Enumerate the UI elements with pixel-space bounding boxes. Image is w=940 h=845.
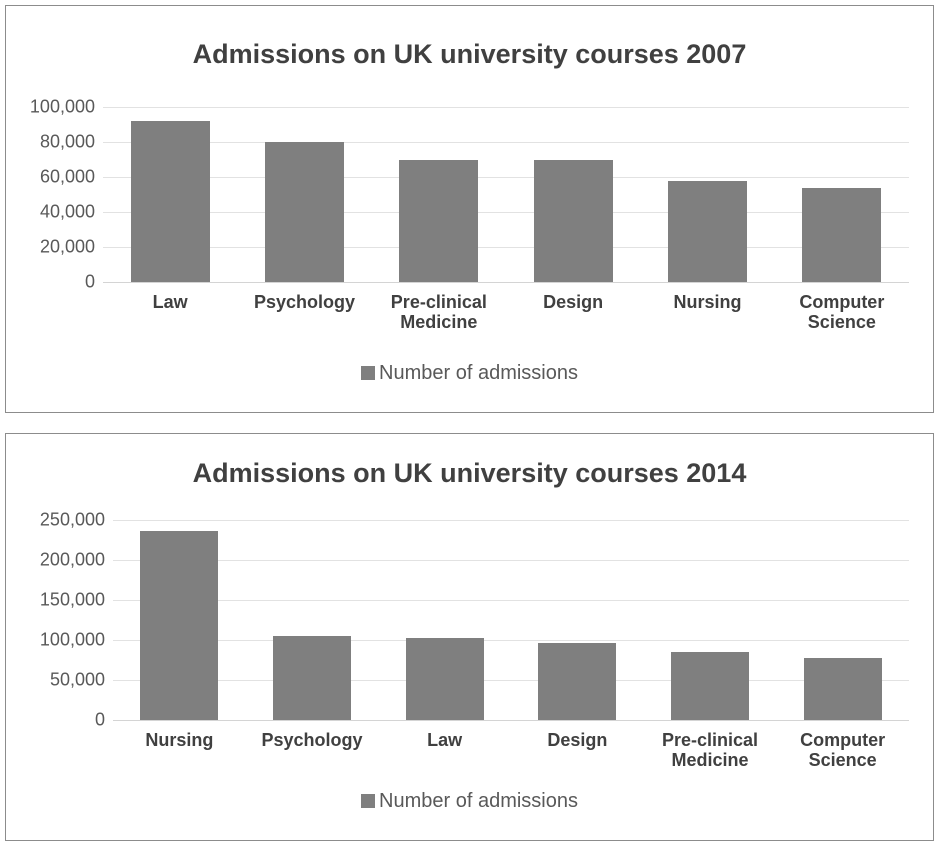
y-tick-label: 50,000: [49, 669, 105, 690]
gridline: [103, 212, 909, 213]
bar: [533, 159, 613, 282]
plot-area: 0 50,000 100,000 150,000 200,000 250,000 Nursi…: [40, 510, 909, 770]
bar: [130, 121, 210, 282]
gridline: [103, 177, 909, 178]
chart-title: Admissions on UK university courses 2014: [192, 458, 747, 488]
x-category-label: Design: [547, 730, 608, 750]
x-category-label: Design: [543, 292, 604, 312]
bar: [405, 638, 484, 720]
x-category-label: Psychology: [261, 730, 363, 750]
bar: [272, 636, 352, 720]
x-category-label: Nursing: [673, 292, 742, 312]
gridline: [113, 600, 909, 601]
legend-swatch: [361, 794, 376, 808]
x-category-label: Pre-clinical Medicine: [390, 292, 487, 332]
x-axis-line: [103, 282, 909, 283]
x-category-label: Law: [427, 730, 463, 750]
y-tick-label: 20,000: [39, 236, 95, 257]
bar: [264, 142, 345, 282]
gridline: [113, 520, 909, 521]
legend: Number of admissions: [6, 362, 933, 385]
bar: [803, 658, 882, 720]
bar: [399, 159, 479, 282]
y-tick-label: 100,000: [39, 629, 105, 650]
chart-panel-2014: Admissions on UK university courses 2014…: [5, 433, 934, 841]
gridline: [113, 680, 909, 681]
y-tick-label: 200,000: [39, 549, 105, 570]
y-tick-label: 150,000: [39, 589, 105, 610]
x-category-label: Computer Science: [799, 292, 885, 332]
bar: [802, 187, 882, 282]
legend: Number of admissions: [6, 790, 933, 813]
legend-label: Number of admissions: [379, 362, 578, 384]
bar: [667, 180, 748, 282]
gridline: [113, 560, 909, 561]
x-category-label: Pre-clinical Medicine: [661, 730, 759, 770]
gridline: [103, 142, 909, 143]
x-category-label: Computer Science: [800, 730, 886, 770]
chart-title: Admissions on UK university courses 2007: [192, 39, 747, 69]
bar: [670, 652, 750, 720]
y-tick-label: 60,000: [39, 166, 95, 187]
y-tick-label: 80,000: [39, 131, 95, 152]
y-tick-label: 100,000: [29, 96, 95, 117]
gridline: [113, 640, 909, 641]
x-axis-line: [113, 720, 909, 721]
legend-label: Number of admissions: [379, 790, 578, 812]
gridline: [103, 247, 909, 248]
y-tick-label: 0: [94, 709, 105, 730]
chart-panel-2007: Admissions on UK university courses 2007…: [5, 5, 934, 413]
x-category-label: Psychology: [253, 292, 356, 312]
x-category-label: Law: [152, 292, 188, 312]
y-tick-label: 40,000: [39, 201, 95, 222]
gridline: [103, 107, 909, 108]
plot-area: 0 20,000 40,000 60,000 80,000 100,000 Law Psych…: [30, 97, 909, 332]
bar: [140, 531, 219, 720]
x-category-label: Nursing: [145, 730, 214, 750]
y-tick-label: 0: [84, 271, 95, 292]
y-tick-label: 250,000: [39, 509, 105, 530]
bar: [538, 643, 617, 720]
legend-swatch: [361, 366, 376, 380]
